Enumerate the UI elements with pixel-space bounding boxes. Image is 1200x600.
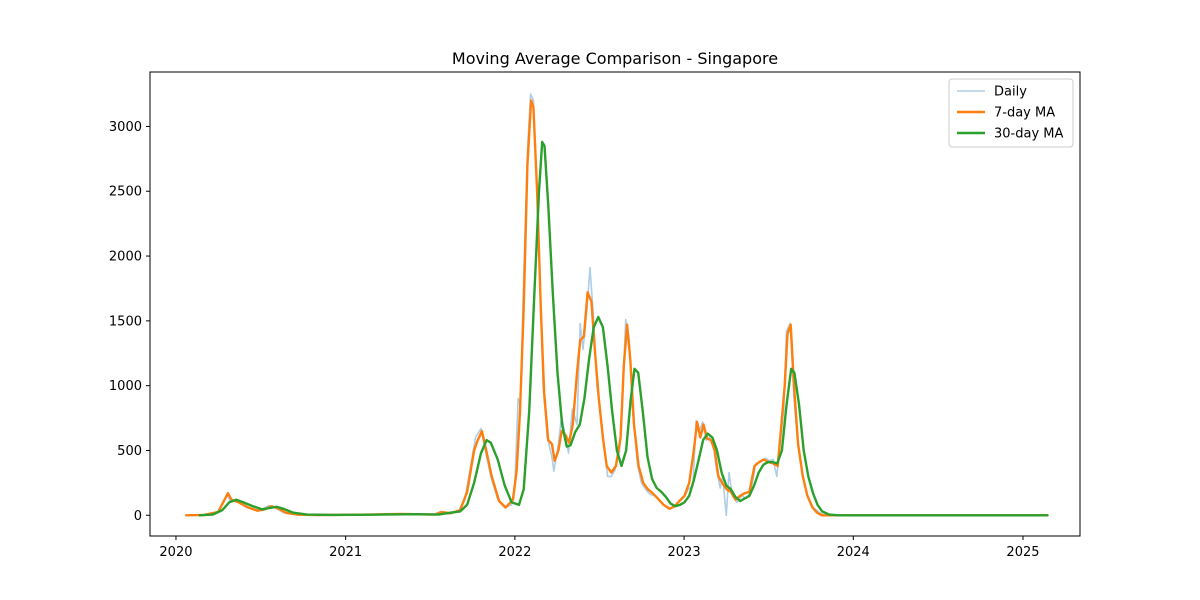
x-tick-label: 2022 — [498, 545, 531, 560]
x-tick-label: 2021 — [329, 545, 362, 560]
x-tick-label: 2023 — [668, 545, 701, 560]
chart-title: Moving Average Comparison - Singapore — [452, 49, 778, 68]
y-axis: 0 500 1000 1500 2000 2500 3000 — [109, 120, 150, 524]
y-tick-label: 1000 — [109, 379, 142, 394]
y-tick-label: 0 — [134, 509, 142, 524]
series-line-30-day-ma — [198, 140, 1049, 517]
y-tick-label: 2000 — [109, 250, 142, 265]
x-axis: 2020 2021 2022 2023 2024 2025 — [159, 536, 1040, 560]
plot-area: 2020 2021 2022 2023 2024 2025 0 500 1000 1500 200… — [109, 71, 1081, 560]
legend-label-30-day-ma: 30-day MA — [994, 127, 1063, 142]
legend-box — [948, 78, 1074, 148]
x-tick-label: 2025 — [1006, 545, 1039, 560]
legend-label-7-day-ma: 7-day MA — [994, 106, 1055, 121]
y-tick-label: 2500 — [109, 185, 142, 200]
series-layer — [185, 93, 1049, 517]
y-tick-label: 500 — [117, 444, 142, 459]
y-tick-label: 3000 — [109, 120, 142, 135]
x-tick-label: 2020 — [159, 545, 192, 560]
plot-frame — [149, 71, 1081, 537]
legend-label-daily: Daily — [994, 85, 1027, 100]
y-tick-label: 1500 — [109, 314, 142, 329]
legend: Daily 7-day MA 30-day MA — [948, 78, 1074, 148]
x-tick-label: 2024 — [837, 545, 870, 560]
